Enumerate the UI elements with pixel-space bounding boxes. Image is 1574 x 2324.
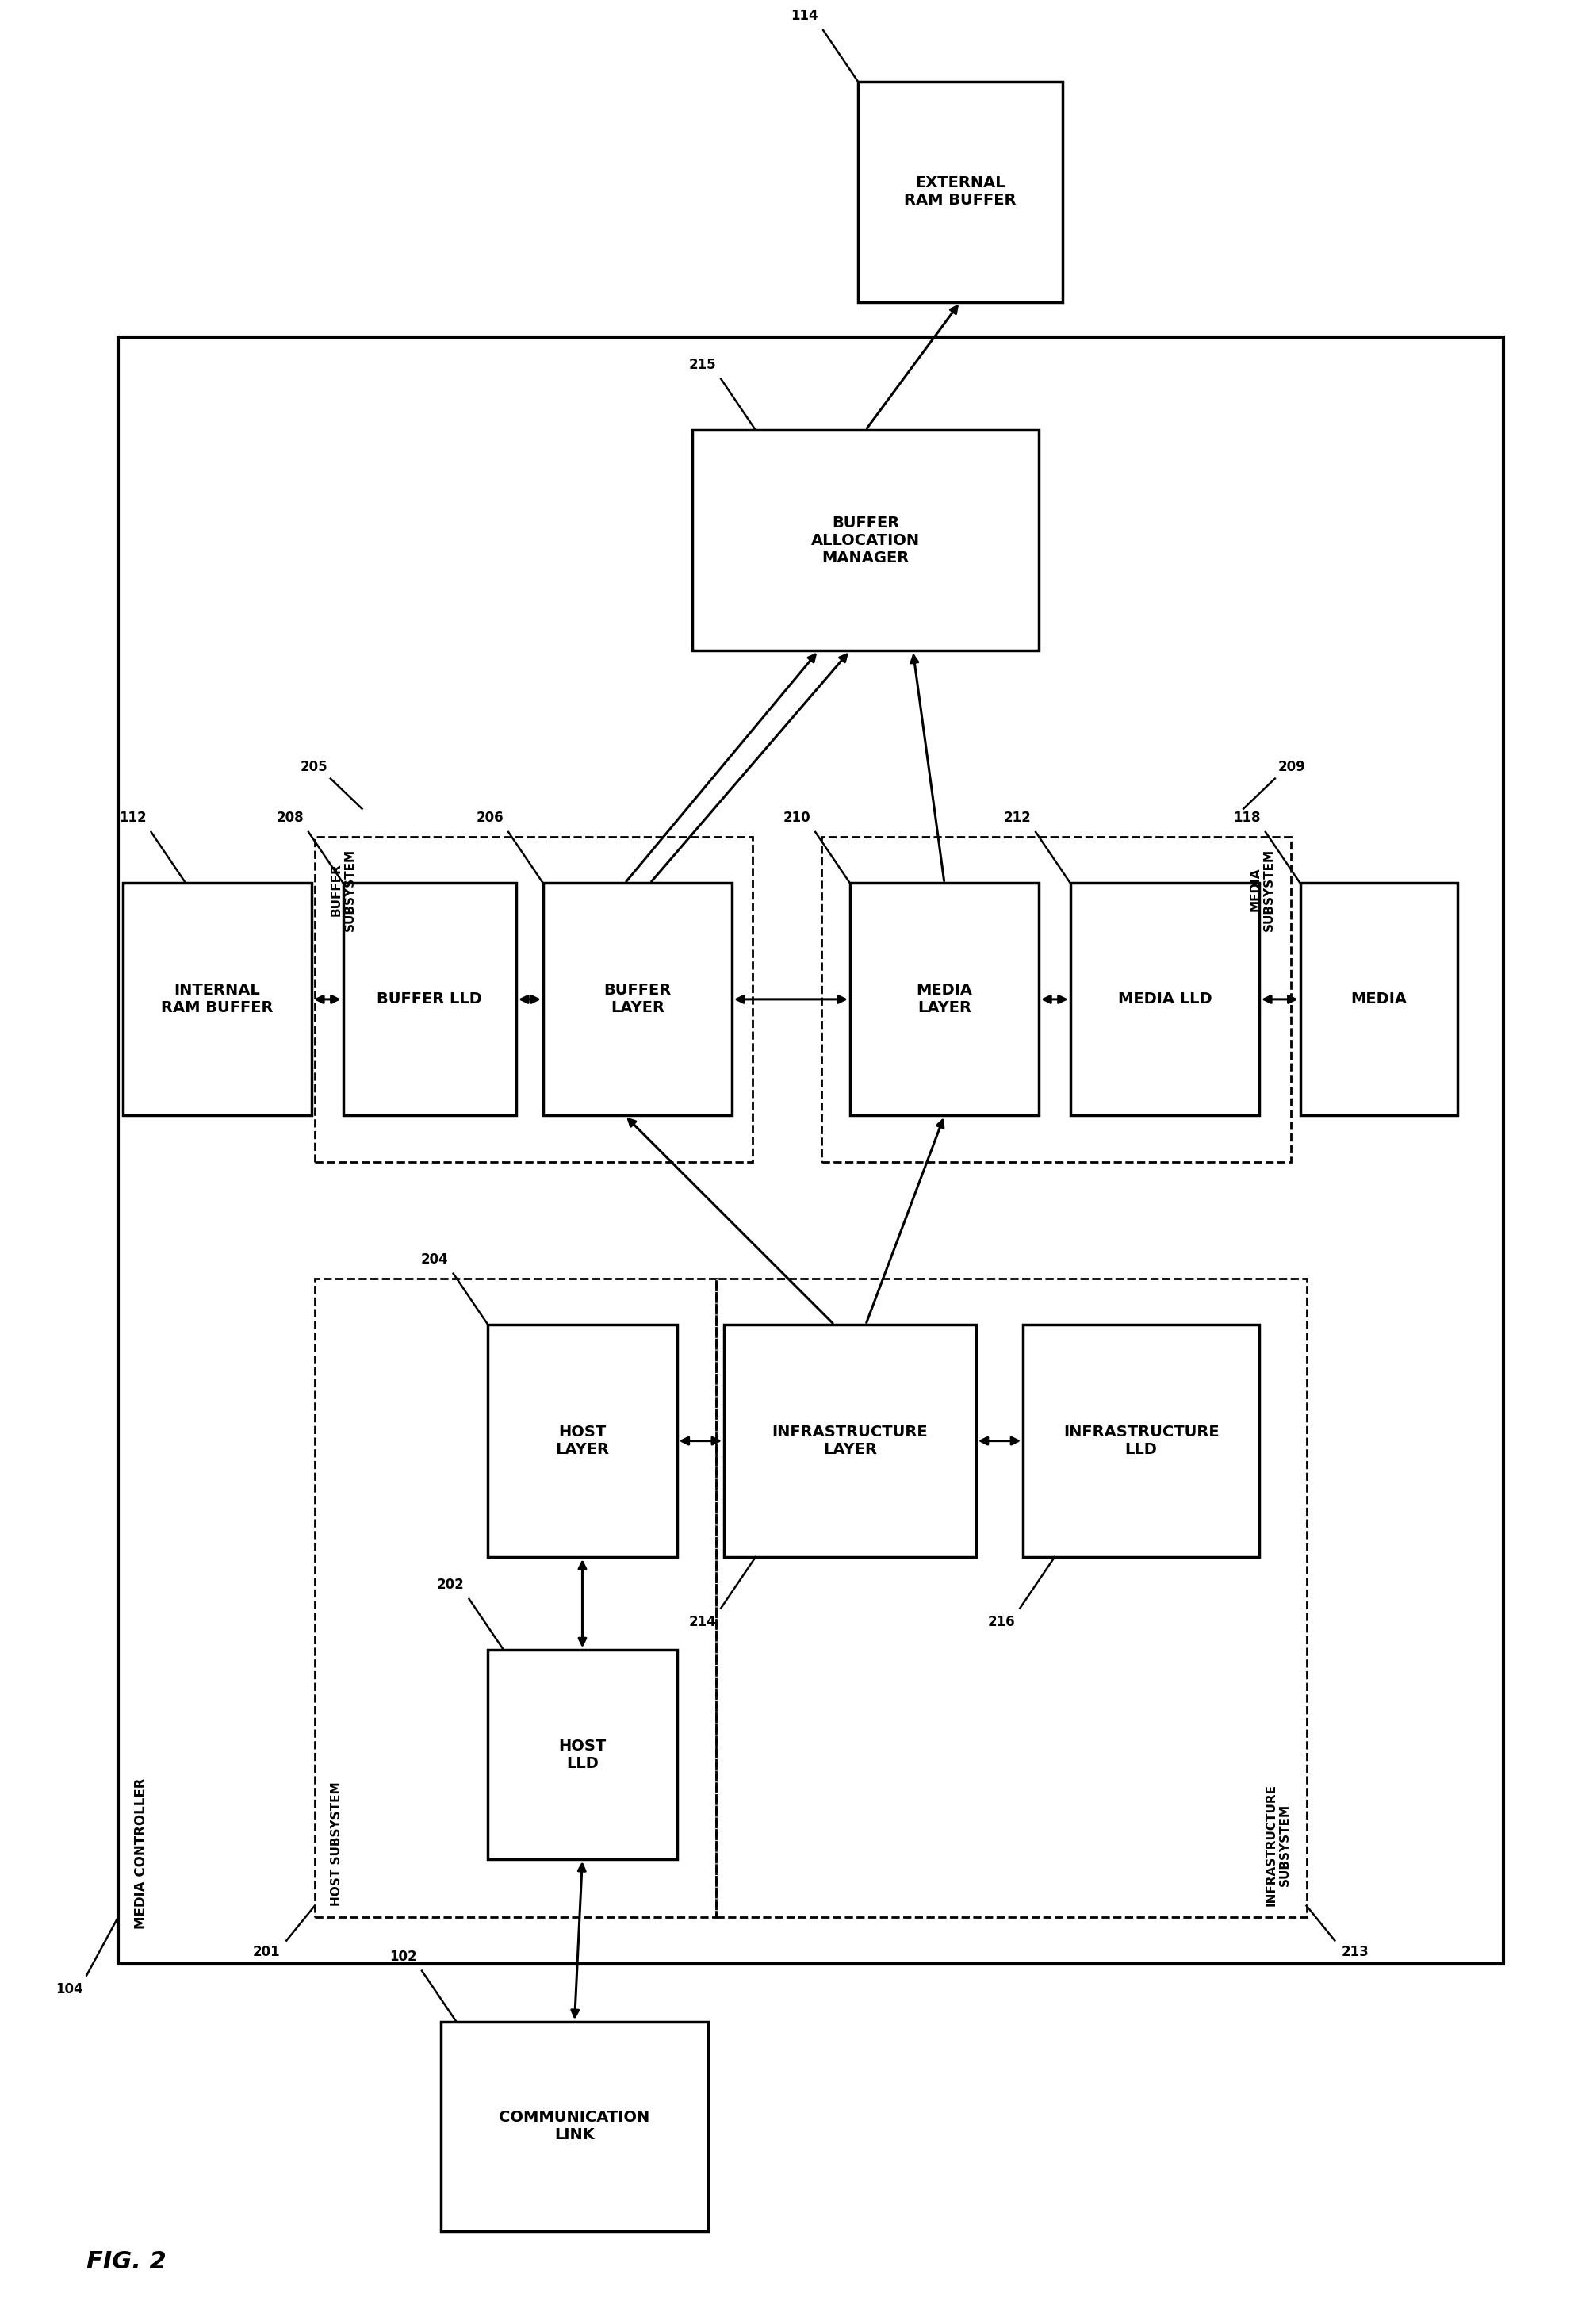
Bar [543,883,732,1116]
Bar [441,2022,708,2231]
Bar [850,883,1039,1116]
Text: 102: 102 [390,1950,417,1964]
Text: MEDIA: MEDIA [1350,992,1407,1006]
Text: MEDIA CONTROLLER: MEDIA CONTROLLER [134,1778,148,1929]
Text: HOST
LAYER: HOST LAYER [556,1425,609,1457]
Text: MEDIA LLD: MEDIA LLD [1118,992,1212,1006]
Text: 104: 104 [57,1982,83,1996]
Text: INFRASTRUCTURE
LLD: INFRASTRUCTURE LLD [1062,1425,1220,1457]
Text: INFRASTRUCTURE
SUBSYSTEM: INFRASTRUCTURE SUBSYSTEM [1265,1783,1291,1906]
Text: 212: 212 [1003,811,1031,825]
Text: BUFFER
SUBSYSTEM: BUFFER SUBSYSTEM [331,848,356,932]
Text: 204: 204 [420,1253,449,1267]
Bar [716,1278,1306,1917]
Text: 202: 202 [436,1578,464,1592]
Text: FIG. 2: FIG. 2 [87,2250,167,2273]
Text: MEDIA
SUBSYSTEM: MEDIA SUBSYSTEM [1250,848,1275,932]
Text: INFRASTRUCTURE
LAYER: INFRASTRUCTURE LAYER [771,1425,929,1457]
Text: 209: 209 [1278,760,1306,774]
Bar [315,837,752,1162]
Text: INTERNAL
RAM BUFFER: INTERNAL RAM BUFFER [161,983,274,1016]
Text: HOST
LLD: HOST LLD [559,1738,606,1771]
Bar [1300,883,1458,1116]
Text: BUFFER LLD: BUFFER LLD [378,992,482,1006]
Text: 213: 213 [1341,1945,1369,1959]
Bar [858,81,1062,302]
Text: BUFFER
ALLOCATION
MANAGER: BUFFER ALLOCATION MANAGER [811,516,921,565]
Bar [118,337,1503,1964]
Bar [693,430,1039,651]
Text: 205: 205 [301,760,327,774]
Bar [1023,1325,1259,1557]
Text: MEDIA
LAYER: MEDIA LAYER [916,983,973,1016]
Text: BUFFER
LAYER: BUFFER LAYER [604,983,671,1016]
Text: 118: 118 [1234,811,1261,825]
Bar [488,1650,677,1859]
Text: EXTERNAL
RAM BUFFER: EXTERNAL RAM BUFFER [903,177,1017,207]
Bar [343,883,516,1116]
Text: COMMUNICATION
LINK: COMMUNICATION LINK [499,2110,650,2143]
Text: 216: 216 [988,1615,1015,1629]
Bar [315,1278,716,1917]
Text: 208: 208 [277,811,304,825]
Text: 206: 206 [477,811,504,825]
Text: 112: 112 [120,811,146,825]
Bar [724,1325,976,1557]
Text: 201: 201 [253,1945,280,1959]
Bar [1070,883,1259,1116]
Text: 214: 214 [688,1615,716,1629]
Text: 114: 114 [792,9,818,23]
Text: 210: 210 [784,811,811,825]
Bar [822,837,1291,1162]
Text: HOST SUBSYSTEM: HOST SUBSYSTEM [331,1783,343,1906]
Bar [123,883,312,1116]
Text: 215: 215 [689,358,716,372]
Bar [488,1325,677,1557]
